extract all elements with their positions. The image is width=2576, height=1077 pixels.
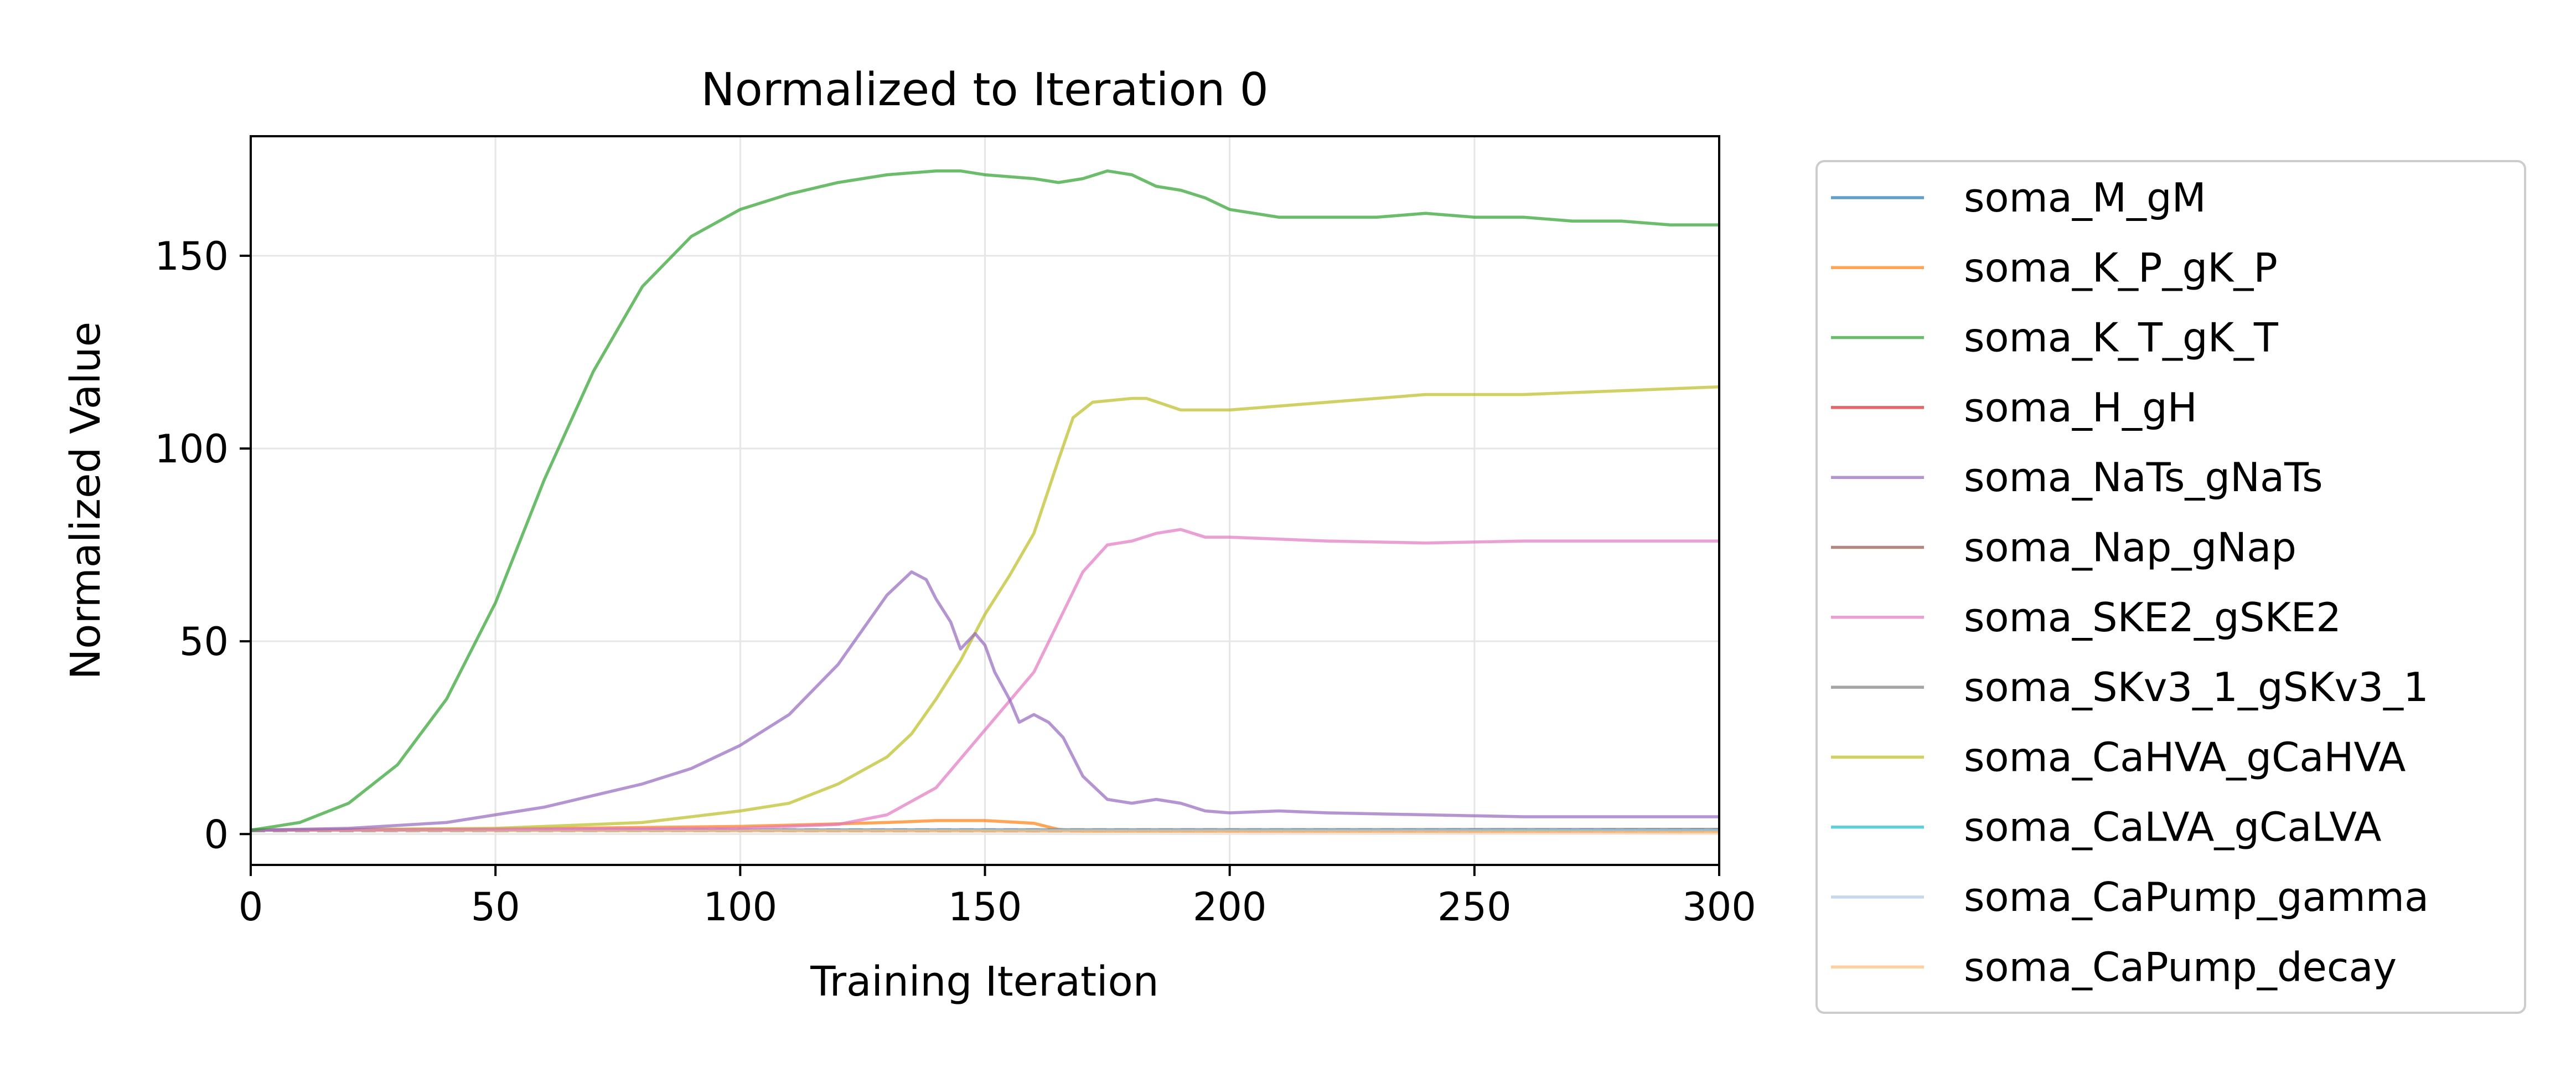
legend-item: soma_CaPump_decay [1831,944,2397,990]
legend-item: soma_K_P_gK_P [1831,244,2278,291]
y-tick-label: 150 [154,234,229,279]
legend-label: soma_K_P_gK_P [1964,244,2278,291]
x-tick-label: 150 [948,884,1022,930]
legend-label: soma_CaPump_gamma [1964,874,2429,920]
x-tick-label: 50 [471,884,520,930]
x-axis-label: Training Iteration [810,958,1158,1006]
legend-label: soma_CaHVA_gCaHVA [1964,734,2406,780]
legend-label: soma_CaLVA_gCaLVA [1964,804,2382,851]
legend-item: soma_NaTs_gNaTs [1831,454,2323,501]
legend-label: soma_H_gH [1964,384,2197,431]
series-line-soma_SKE2_gSKE2 [251,528,1719,832]
legend-frame [1815,160,2526,1014]
series-line-soma_K_T_gK_T [251,169,1719,832]
x-tick-label: 250 [1437,884,1512,930]
legend-item: soma_SKv3_1_gSKv3_1 [1831,664,2429,710]
legend-label: soma_CaPump_decay [1964,944,2397,990]
legend-item: soma_CaHVA_gCaHVA [1831,734,2406,780]
series-line-soma_NaTs_gNaTs [251,570,1719,832]
y-axis-label: Normalized Value [62,322,110,679]
legend-label: soma_SKv3_1_gSKv3_1 [1964,664,2429,710]
legend-label: soma_SKE2_gSKE2 [1964,594,2341,641]
y-axis: 0 50 100 150 [154,234,251,857]
x-tick-label: 100 [704,884,778,930]
legend-label: soma_M_gM [1964,174,2206,221]
legend-item: soma_SKE2_gSKE2 [1831,594,2341,641]
legend-item: soma_K_T_gK_T [1831,315,2279,361]
legend-label: soma_K_T_gK_T [1964,315,2279,361]
legend-item: soma_H_gH [1831,384,2197,431]
legend-label: soma_NaTs_gNaTs [1964,454,2323,501]
legend-item: soma_CaLVA_gCaLVA [1831,804,2382,851]
legend: soma_M_gM soma_K_P_gK_P soma_K_T_gK_T soma_… [1815,160,2526,1014]
y-tick-label: 100 [154,426,229,472]
legend-item: soma_Nap_gNap [1831,524,2296,571]
y-tick-label: 0 [204,812,229,857]
legend-label: soma_Nap_gNap [1964,524,2296,571]
y-tick-label: 50 [179,619,229,664]
series-line-soma_CaHVA_gCaHVA [251,385,1719,832]
legend-item: soma_CaPump_gamma [1831,874,2429,920]
x-axis: 0 50 100 150 200 250 300 [239,865,1756,930]
chart-title: Normalized to Iteration 0 [701,64,1269,116]
legend-item: soma_M_gM [1831,174,2206,221]
x-tick-label: 300 [1682,884,1756,930]
grid [250,136,1720,865]
x-tick-label: 0 [239,884,263,930]
x-tick-label: 200 [1193,884,1267,930]
